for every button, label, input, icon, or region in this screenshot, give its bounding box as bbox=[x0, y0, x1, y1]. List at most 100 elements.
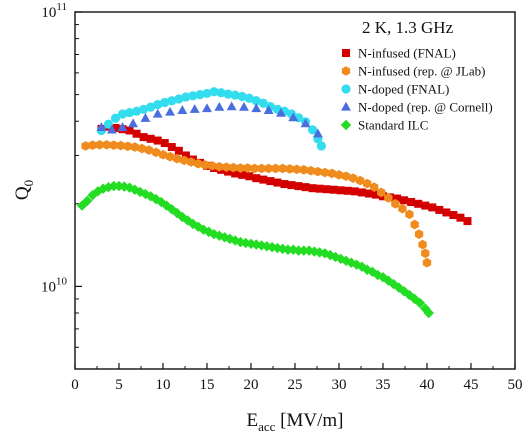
data-point bbox=[146, 134, 155, 143]
x-tick-label: 35 bbox=[376, 377, 391, 393]
data-point bbox=[236, 163, 245, 173]
data-point bbox=[348, 173, 358, 183]
data-point bbox=[160, 139, 169, 148]
data-point bbox=[231, 169, 240, 178]
data-point bbox=[258, 98, 268, 108]
data-point bbox=[301, 183, 310, 192]
data-point bbox=[165, 106, 175, 116]
data-point bbox=[139, 133, 148, 142]
data-point bbox=[81, 141, 90, 151]
data-point bbox=[95, 140, 104, 150]
data-point bbox=[320, 167, 330, 178]
data-point bbox=[124, 107, 135, 118]
data-point bbox=[288, 112, 299, 122]
data-point bbox=[282, 244, 294, 255]
data-point bbox=[266, 177, 275, 186]
data-point bbox=[299, 165, 308, 175]
data-point bbox=[244, 93, 254, 103]
data-point bbox=[294, 182, 303, 191]
data-point bbox=[263, 105, 274, 115]
data-point bbox=[160, 97, 170, 108]
data-point bbox=[250, 163, 259, 174]
data-point bbox=[216, 88, 226, 98]
y-tick-label: 1011 bbox=[41, 1, 67, 21]
data-point bbox=[237, 91, 247, 102]
data-point bbox=[245, 172, 254, 181]
data-point bbox=[167, 96, 177, 106]
data-point bbox=[407, 198, 416, 207]
data-point bbox=[188, 91, 198, 101]
data-point bbox=[428, 203, 437, 212]
legend-label: N-doped (FNAL) bbox=[358, 82, 449, 97]
data-point bbox=[88, 140, 97, 151]
data-point bbox=[313, 166, 323, 177]
legend-marker bbox=[342, 49, 350, 57]
data-point bbox=[442, 208, 451, 217]
data-point bbox=[146, 102, 156, 112]
legend: N-infused (FNAL) N-infused (rep. @ JLab) N… bbox=[340, 46, 493, 133]
data-point bbox=[165, 151, 175, 162]
data-point bbox=[137, 143, 147, 154]
data-point bbox=[243, 163, 252, 173]
data-point bbox=[102, 140, 111, 150]
series-3 bbox=[96, 101, 323, 138]
data-point bbox=[132, 106, 142, 116]
legend-label: N-infused (FNAL) bbox=[358, 46, 456, 61]
data-point bbox=[336, 186, 345, 195]
data-point bbox=[177, 105, 188, 115]
x-tick-label: 5 bbox=[115, 377, 123, 393]
data-point bbox=[181, 92, 191, 102]
data-point bbox=[208, 161, 217, 171]
data-point bbox=[239, 101, 249, 111]
data-point bbox=[97, 183, 109, 194]
data-point bbox=[128, 118, 139, 128]
data-point bbox=[363, 178, 372, 189]
legend-label: N-doped (rep. @ Cornell) bbox=[358, 100, 493, 115]
data-point bbox=[341, 171, 351, 182]
data-point bbox=[357, 188, 366, 197]
x-tick-label: 25 bbox=[288, 377, 303, 393]
data-point bbox=[230, 90, 240, 100]
data-point bbox=[414, 229, 424, 239]
legend-marker bbox=[340, 119, 352, 131]
data-point bbox=[152, 108, 163, 118]
data-point bbox=[364, 189, 373, 198]
data-point bbox=[151, 147, 161, 158]
x-tick-label: 50 bbox=[508, 377, 523, 393]
series-0 bbox=[97, 122, 472, 226]
data-point bbox=[201, 160, 210, 170]
data-point bbox=[379, 192, 387, 201]
data-point bbox=[116, 140, 125, 151]
legend-label: N-infused (rep. @ JLab) bbox=[358, 64, 486, 79]
data-point bbox=[132, 129, 141, 138]
data-point bbox=[355, 175, 365, 186]
data-point bbox=[280, 180, 289, 189]
data-point bbox=[189, 104, 200, 113]
data-point bbox=[414, 199, 423, 208]
data-point bbox=[195, 90, 205, 100]
data-point bbox=[371, 190, 380, 199]
data-point bbox=[96, 122, 107, 131]
data-point bbox=[292, 164, 301, 175]
data-point bbox=[134, 186, 146, 198]
x-tick-label: 0 bbox=[71, 377, 79, 393]
data-point bbox=[238, 170, 247, 179]
data-point bbox=[312, 128, 323, 138]
y-axis-title: Q0 bbox=[12, 180, 36, 200]
data-point bbox=[251, 103, 262, 113]
data-point bbox=[298, 245, 309, 256]
data-point bbox=[153, 136, 162, 145]
data-point bbox=[327, 168, 337, 179]
y-tick-label: 1010 bbox=[41, 275, 68, 295]
y-axis-ticks: 1010 1011 bbox=[41, 1, 82, 370]
data-point bbox=[158, 149, 168, 160]
data-point bbox=[275, 107, 286, 117]
x-axis-ticks: 0 5 10 15 20 25 30 35 40 45 50 bbox=[71, 363, 523, 393]
data-point bbox=[251, 96, 261, 106]
data-point bbox=[109, 140, 118, 151]
data-point bbox=[215, 161, 224, 172]
data-point bbox=[350, 187, 359, 196]
data-point bbox=[343, 186, 352, 195]
data-point bbox=[187, 157, 196, 167]
